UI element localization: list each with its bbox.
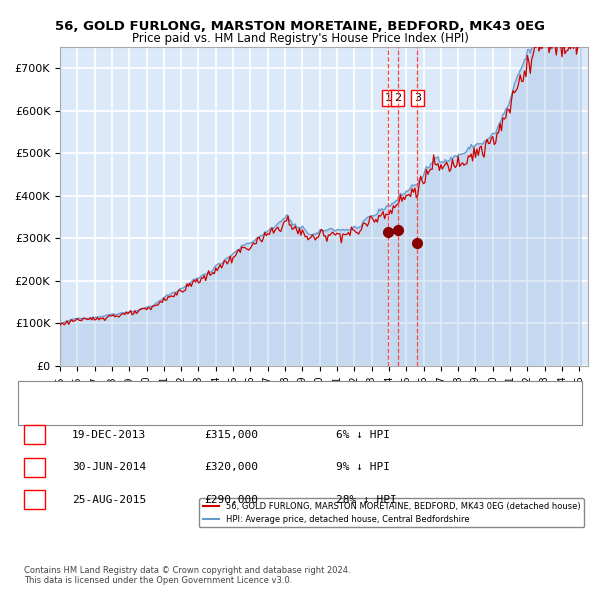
Text: 56, GOLD FURLONG, MARSTON MORETAINE, BEDFORD, MK43 0EG: 56, GOLD FURLONG, MARSTON MORETAINE, BED… bbox=[55, 20, 545, 33]
Text: Contains HM Land Registry data © Crown copyright and database right 2024.
This d: Contains HM Land Registry data © Crown c… bbox=[24, 566, 350, 585]
Text: ——: —— bbox=[39, 402, 67, 416]
Text: ——: —— bbox=[39, 384, 67, 398]
Text: £320,000: £320,000 bbox=[204, 463, 258, 472]
Text: 28% ↓ HPI: 28% ↓ HPI bbox=[336, 495, 397, 504]
Text: £315,000: £315,000 bbox=[204, 430, 258, 440]
Text: 1: 1 bbox=[31, 430, 38, 440]
Text: Price paid vs. HM Land Registry's House Price Index (HPI): Price paid vs. HM Land Registry's House … bbox=[131, 32, 469, 45]
Text: 25-AUG-2015: 25-AUG-2015 bbox=[72, 495, 146, 504]
Text: 9% ↓ HPI: 9% ↓ HPI bbox=[336, 463, 390, 472]
Text: 3: 3 bbox=[414, 93, 421, 103]
Legend: 56, GOLD FURLONG, MARSTON MORETAINE, BEDFORD, MK43 0EG (detached house), HPI: Av: 56, GOLD FURLONG, MARSTON MORETAINE, BED… bbox=[199, 499, 584, 527]
Text: 2: 2 bbox=[394, 93, 401, 103]
Text: 1: 1 bbox=[385, 93, 392, 103]
Text: 2: 2 bbox=[31, 463, 38, 472]
Text: 6% ↓ HPI: 6% ↓ HPI bbox=[336, 430, 390, 440]
Text: 19-DEC-2013: 19-DEC-2013 bbox=[72, 430, 146, 440]
Text: 30-JUN-2014: 30-JUN-2014 bbox=[72, 463, 146, 472]
Text: £290,000: £290,000 bbox=[204, 495, 258, 504]
Text: 56, GOLD FURLONG, MARSTON MORETAINE, BEDFORD, MK43 0EG (detached house): 56, GOLD FURLONG, MARSTON MORETAINE, BED… bbox=[60, 386, 439, 396]
Text: 3: 3 bbox=[31, 495, 38, 504]
Text: HPI: Average price, detached house, Central Bedfordshire: HPI: Average price, detached house, Cent… bbox=[60, 404, 321, 414]
